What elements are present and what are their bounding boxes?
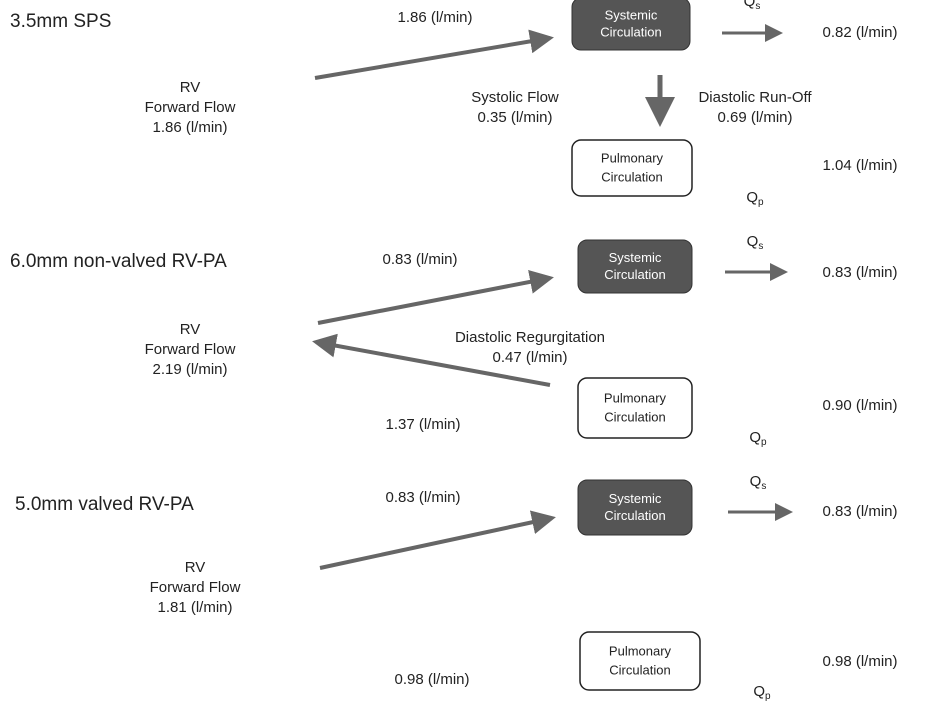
qp-flow: 1.04 (l/min): [822, 157, 897, 174]
rv-label: RV: [180, 79, 201, 96]
diastolic-label: 0.69 (l/min): [717, 109, 792, 126]
regurgitation-label: Diastolic Regurgitation: [455, 329, 605, 346]
q-main: Q: [746, 189, 758, 206]
q-main: Q: [744, 0, 756, 10]
qs-flow: 0.82 (l/min): [822, 24, 897, 41]
qs-flow: 0.83 (l/min): [822, 264, 897, 281]
pulmonary-label: Pulmonary: [604, 390, 667, 405]
top-flow: 1.86 (l/min): [397, 9, 472, 26]
pulmonary-label: Circulation: [601, 169, 662, 184]
systemic-label: Systemic: [605, 7, 658, 22]
pulmonary-label: Circulation: [609, 662, 670, 677]
rv-label: Forward Flow: [150, 579, 241, 596]
flow-arrow: [312, 333, 551, 387]
rv-label: Forward Flow: [145, 341, 236, 358]
q-main: Q: [749, 429, 761, 446]
q-main: Q: [753, 683, 765, 700]
pulmonary-box: [571, 139, 693, 197]
q-sub: s: [761, 481, 766, 492]
rv-label: RV: [180, 321, 201, 338]
systemic-label: Systemic: [609, 250, 662, 265]
pulmonary-label: Pulmonary: [601, 150, 664, 165]
q-main: Q: [747, 233, 759, 250]
q-label: Qp: [746, 189, 764, 208]
pulmonary-label: Circulation: [604, 409, 665, 424]
flow-arrow: [317, 270, 554, 325]
bottom-flow: 1.37 (l/min): [385, 416, 460, 433]
rv-label: Forward Flow: [145, 99, 236, 116]
panel-title: 3.5mm SPS: [10, 11, 111, 32]
q-sub: s: [758, 241, 763, 252]
pulmonary-box: [579, 631, 701, 691]
flow-arrow: [319, 510, 556, 570]
rv-label: RV: [185, 559, 206, 576]
q-label: Qp: [753, 683, 771, 702]
q-main: Q: [750, 473, 762, 490]
q-sub: p: [758, 197, 764, 208]
systemic-label: Circulation: [604, 508, 665, 523]
systemic-box: [577, 479, 693, 536]
top-flow: 0.83 (l/min): [385, 489, 460, 506]
rv-label: 1.86 (l/min): [152, 119, 227, 136]
q-sub: p: [765, 691, 771, 702]
qs-flow: 0.83 (l/min): [822, 503, 897, 520]
q-sub: p: [761, 437, 767, 448]
diastolic-label: Diastolic Run-Off: [698, 89, 812, 106]
rv-label: 1.81 (l/min): [157, 599, 232, 616]
panel-title: 6.0mm non-valved RV-PA: [10, 251, 227, 272]
qp-flow: 0.90 (l/min): [822, 397, 897, 414]
systemic-label: Circulation: [600, 24, 661, 39]
top-flow: 0.83 (l/min): [382, 251, 457, 268]
pulmonary-label: Pulmonary: [609, 643, 672, 658]
q-label: Qs: [750, 473, 767, 492]
pulmonary-box: [577, 377, 693, 439]
systolic-label: 0.35 (l/min): [477, 109, 552, 126]
systemic-label: Circulation: [604, 267, 665, 282]
bottom-flow: 0.98 (l/min): [394, 671, 469, 688]
systemic-box: [577, 239, 693, 294]
q-label: Qp: [749, 429, 767, 448]
q-label: Qs: [747, 233, 764, 252]
q-sub: s: [755, 1, 760, 12]
systolic-label: Systolic Flow: [471, 89, 559, 106]
flow-arrow: [314, 29, 554, 80]
rv-label: 2.19 (l/min): [152, 361, 227, 378]
panel-title: 5.0mm valved RV-PA: [15, 494, 194, 515]
systemic-box: [571, 0, 691, 51]
systemic-label: Systemic: [609, 491, 662, 506]
q-label: Qs: [744, 0, 761, 12]
regurgitation-label: 0.47 (l/min): [492, 349, 567, 366]
qp-flow: 0.98 (l/min): [822, 653, 897, 670]
